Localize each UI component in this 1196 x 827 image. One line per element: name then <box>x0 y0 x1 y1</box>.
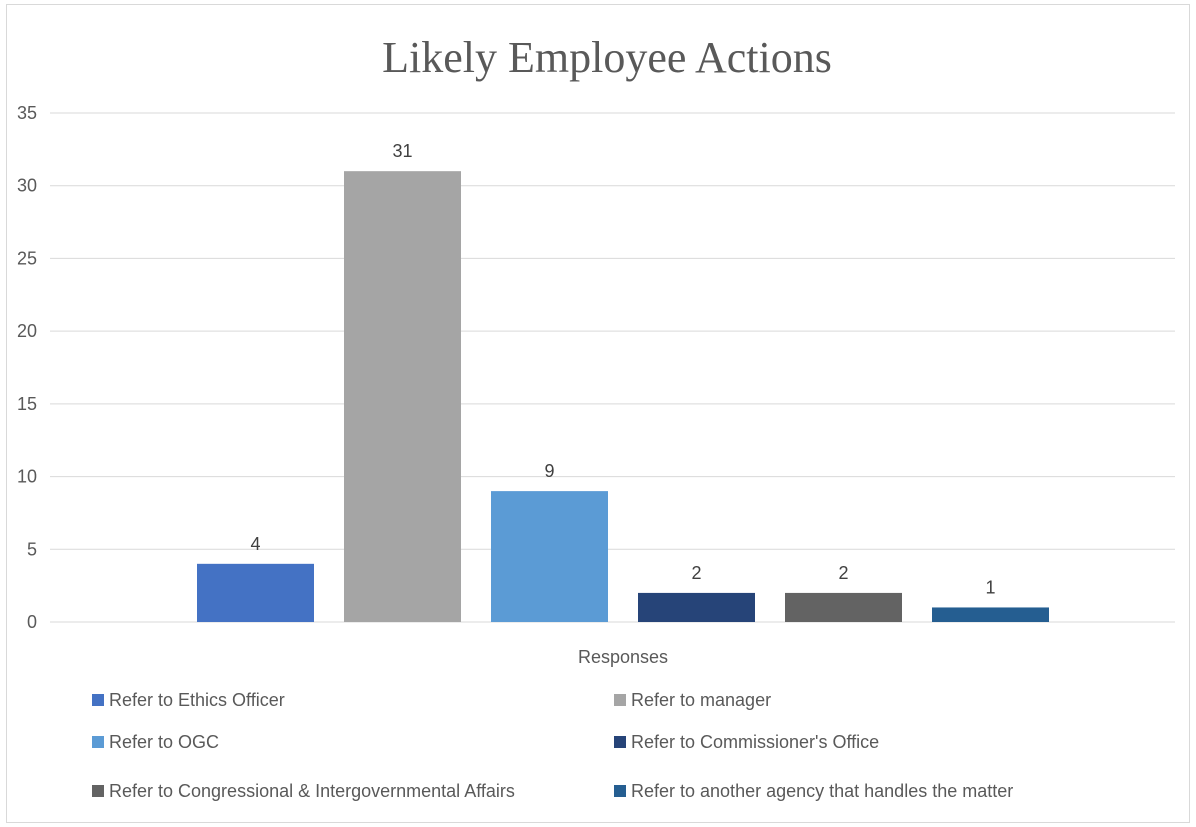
bar <box>932 607 1049 622</box>
y-tick-label: 5 <box>27 539 37 559</box>
data-labels: 4 31 9 2 2 1 <box>250 141 995 597</box>
bar <box>491 491 608 622</box>
y-tick-label: 15 <box>17 394 37 414</box>
bar <box>344 171 461 622</box>
chart-title: Likely Employee Actions <box>382 33 832 82</box>
legend-label: Refer to Congressional & Intergovernment… <box>109 781 515 801</box>
legend-label: Refer to Ethics Officer <box>109 690 285 710</box>
legend-swatch <box>92 736 104 748</box>
y-tick-label: 0 <box>27 612 37 632</box>
legend: Refer to Ethics Officer Refer to manager R… <box>92 690 1013 801</box>
legend-swatch <box>614 785 626 797</box>
data-label: 2 <box>691 563 701 583</box>
y-tick-label: 20 <box>17 321 37 341</box>
chart-area <box>6 4 1190 823</box>
bar <box>638 592 755 622</box>
data-label: 31 <box>392 141 412 161</box>
legend-swatch <box>614 694 626 706</box>
gridlines <box>50 112 1175 623</box>
legend-label: Refer to OGC <box>109 732 219 752</box>
legend-swatch <box>92 694 104 706</box>
bars <box>197 171 1049 622</box>
data-label: 2 <box>838 563 848 583</box>
legend-label: Refer to another agency that handles the… <box>631 781 1013 801</box>
legend-label: Refer to Commissioner's Office <box>631 732 879 752</box>
y-tick-label: 30 <box>17 176 37 196</box>
bar <box>785 592 902 622</box>
data-label: 1 <box>985 577 995 597</box>
y-tick-label: 35 <box>17 103 37 123</box>
x-axis-label: Responses <box>578 647 668 667</box>
legend-swatch <box>92 785 104 797</box>
data-label: 9 <box>544 461 554 481</box>
y-axis-ticks: 0 5 10 15 20 25 30 35 <box>17 103 37 632</box>
data-label: 4 <box>250 534 260 554</box>
legend-label: Refer to manager <box>631 690 771 710</box>
bar <box>197 563 314 622</box>
y-tick-label: 10 <box>17 467 37 487</box>
y-tick-label: 25 <box>17 248 37 268</box>
legend-swatch <box>614 736 626 748</box>
